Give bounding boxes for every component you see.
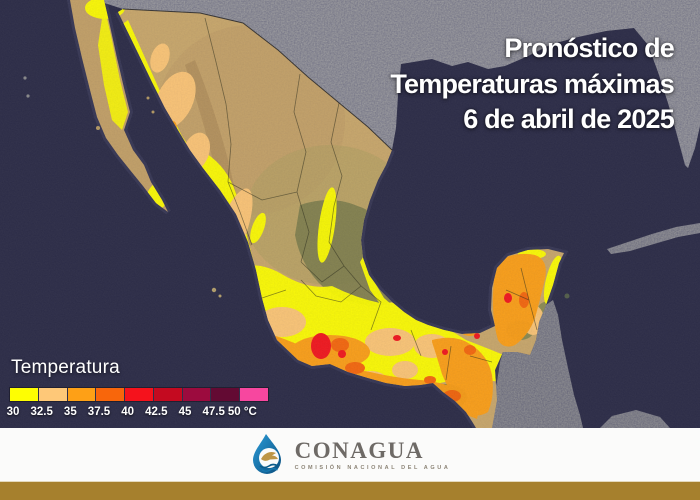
legend-swatch (96, 388, 125, 401)
legend-swatch (153, 388, 182, 401)
legend-swatch (125, 388, 153, 401)
legend-tick: 45 (178, 406, 192, 418)
legend-tick: 32.5 (30, 406, 53, 418)
legend-swatch (240, 388, 269, 401)
legend-tick: 47.5 (202, 406, 225, 418)
mexico-temperature-map (0, 0, 700, 428)
title-line-2: Temperaturas máximas (390, 68, 674, 99)
legend-tick: 40 (121, 406, 135, 418)
legend-tick: 50 °C (227, 406, 257, 418)
legend-swatch (38, 388, 67, 401)
legend-swatch (182, 388, 211, 401)
legend-swatch (10, 388, 38, 401)
legend-tick: 42.5 (145, 406, 168, 418)
wave-icon (259, 463, 279, 468)
conagua-text-block: CONAGUA COMISIÓN NACIONAL DEL AGUA (294, 437, 451, 471)
conagua-logo (252, 433, 281, 474)
legend-panel: Temperatura 30 32.5 35 37.5 40 42.5 45 47.5 50 °… (6, 357, 300, 421)
legend-ticks: 30 32.5 35 37.5 40 42.5 45 47.5 50 °C (6, 406, 300, 421)
legend-swatch (67, 388, 96, 401)
legend-title: Temperatura (11, 357, 120, 378)
title-line-3: 6 de abril de 2025 (463, 104, 675, 134)
legend-tick: 35 (63, 406, 77, 418)
grain-overlay-dark (0, 0, 700, 428)
legend-tick: 37.5 (87, 406, 111, 418)
map-title: Pronóstico de Temperaturas máximas 6 de … (390, 31, 674, 138)
gold-footer-bar (0, 481, 700, 500)
wave-icon-2 (261, 467, 278, 472)
title-line-1: Pronóstico de (504, 33, 674, 63)
legend-swatch-bar (9, 387, 269, 402)
eagle-icon (260, 451, 278, 461)
legend-tick: 30 (6, 406, 20, 418)
conagua-bar: CONAGUA COMISIÓN NACIONAL DEL AGUA (0, 428, 700, 481)
conagua-subtitle: COMISIÓN NACIONAL DEL AGUA (294, 464, 451, 471)
conagua-wordmark: CONAGUA (294, 437, 424, 463)
legend-swatch (211, 388, 240, 401)
